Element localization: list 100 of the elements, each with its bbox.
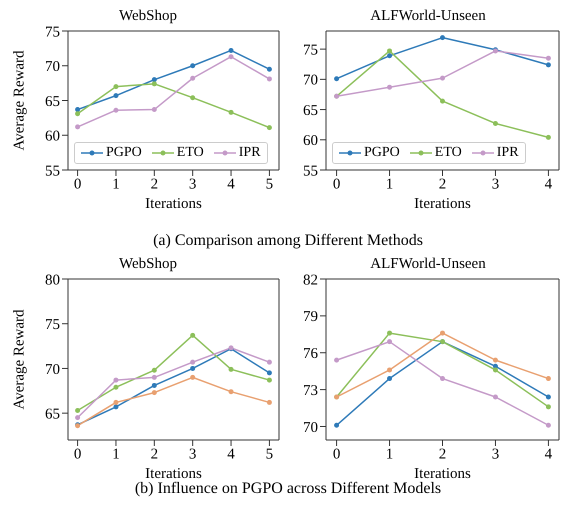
chart-title: ALFWorld-Unseen: [369, 256, 487, 274]
point: [113, 384, 118, 390]
y-tick-label: 70: [45, 59, 60, 76]
y-tick-label: 79: [303, 309, 318, 326]
point: [546, 404, 551, 410]
x-tick-label: 5: [266, 176, 274, 193]
point: [440, 376, 445, 382]
point: [266, 360, 272, 365]
point: [228, 54, 234, 60]
y-tick-label: 75: [45, 24, 60, 40]
point: [546, 422, 551, 428]
point: [75, 415, 80, 420]
legend-label: PGPO: [105, 145, 142, 161]
x-tick-label: 1: [386, 446, 394, 463]
y-tick-label: 82: [303, 272, 318, 288]
point: [387, 367, 392, 372]
point: [75, 111, 80, 116]
x-axis-title: Iterations: [414, 466, 471, 482]
x-axis-title: Iterations: [414, 196, 471, 212]
point: [113, 400, 118, 405]
y-tick-label: 55: [45, 163, 60, 180]
point: [387, 84, 392, 90]
point: [152, 382, 157, 388]
point: [266, 400, 272, 405]
x-tick-label: 3: [492, 446, 500, 463]
y-tick-label: 65: [303, 102, 318, 119]
point: [152, 374, 157, 380]
x-tick-label: 4: [227, 176, 236, 193]
point: [387, 48, 392, 54]
y-tick-label: 80: [45, 272, 60, 288]
point: [75, 124, 80, 130]
point: [113, 404, 118, 410]
point: [190, 366, 196, 371]
x-tick-label: 2: [150, 176, 158, 193]
point: [334, 422, 340, 428]
point: [190, 63, 196, 68]
point: [266, 370, 272, 376]
x-axis-title: Iterations: [145, 466, 202, 482]
point: [546, 134, 551, 140]
point: [492, 358, 498, 363]
y-axis-title: Average Reward: [11, 50, 28, 151]
point: [113, 84, 118, 90]
point: [387, 53, 392, 58]
y-tick-label: 60: [45, 128, 60, 145]
y-tick-label: 73: [303, 382, 318, 399]
point: [387, 339, 392, 344]
legend-label: PGPO: [363, 145, 400, 161]
legend-label: IPR: [496, 145, 519, 161]
point: [266, 66, 272, 72]
chart-title: ALFWorld-Unseen: [369, 8, 487, 26]
point: [334, 358, 340, 363]
x-tick-label: 2: [438, 176, 446, 193]
point: [546, 394, 551, 400]
x-tick-label: 4: [227, 446, 236, 463]
y-tick-label: 70: [45, 362, 60, 378]
x-tick-label: 4: [544, 176, 553, 193]
point: [387, 376, 392, 382]
point: [75, 408, 80, 413]
x-tick-label: 0: [332, 446, 340, 463]
x-tick-label: 2: [150, 446, 158, 463]
y-tick-label: 70: [303, 420, 318, 436]
point: [546, 56, 551, 61]
y-tick-label: 75: [45, 317, 60, 334]
y-tick-label: 65: [45, 406, 60, 422]
point: [228, 389, 234, 394]
y-tick-label: 75: [303, 42, 318, 58]
point: [492, 394, 498, 400]
point: [228, 110, 234, 115]
point: [387, 330, 392, 336]
x-tick-label: 5: [266, 446, 274, 463]
point: [190, 374, 196, 380]
point: [266, 76, 272, 82]
x-tick-label: 1: [386, 176, 394, 193]
y-tick-label: 55: [303, 163, 318, 180]
point: [546, 62, 551, 68]
point: [334, 76, 340, 82]
point: [492, 367, 498, 372]
point: [228, 366, 234, 372]
x-tick-label: 1: [112, 446, 120, 463]
point: [228, 48, 234, 53]
point: [152, 107, 157, 112]
text: (a) Comparison among Different Methods: [152, 232, 424, 250]
point: [266, 125, 272, 130]
x-tick-label: 1: [112, 176, 120, 193]
point: [152, 77, 157, 82]
point: [113, 93, 118, 98]
text: (b) Influence on PGPO across Different Models: [134, 480, 442, 498]
legend-label: ETO: [176, 145, 204, 161]
x-tick-label: 0: [332, 176, 340, 193]
point: [113, 378, 118, 383]
point: [190, 76, 196, 81]
x-tick-label: 4: [544, 446, 553, 463]
point: [440, 98, 445, 104]
point: [190, 95, 196, 100]
y-tick-label: 65: [45, 94, 60, 110]
point: [440, 35, 445, 40]
point: [152, 390, 157, 396]
x-tick-label: 3: [492, 176, 500, 193]
point: [492, 120, 498, 126]
x-axis-title: Iterations: [145, 196, 202, 212]
